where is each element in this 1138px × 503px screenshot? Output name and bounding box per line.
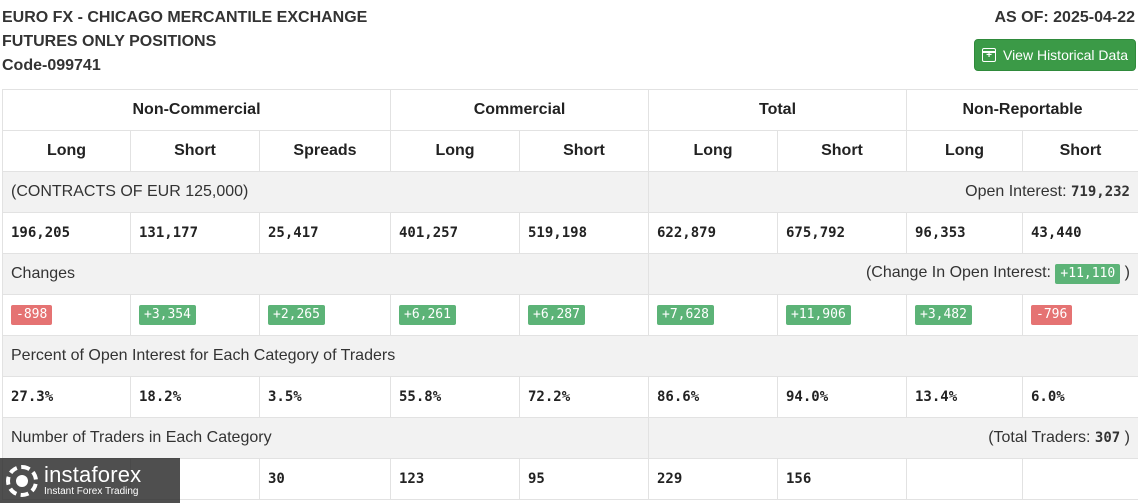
traders-cell: 123 bbox=[390, 458, 520, 500]
percent-cell: 72.2% bbox=[519, 376, 649, 418]
as-of-block: AS OF: 2025-04-22 bbox=[994, 6, 1135, 30]
report-title: EURO FX - CHICAGO MERCANTILE EXCHANGE bbox=[2, 9, 368, 26]
change-cell: +6,287 bbox=[519, 294, 649, 336]
open-interest-label: Open Interest: bbox=[965, 183, 1067, 200]
group-header-row: Non-Commercial Commercial Total Non-Repo… bbox=[2, 89, 1138, 131]
change-badge: +6,261 bbox=[399, 305, 456, 325]
change-cell: +2,265 bbox=[259, 294, 391, 336]
percent-cell: 18.2% bbox=[130, 376, 260, 418]
percent-cell: 6.0% bbox=[1022, 376, 1138, 418]
traders-label: Number of Traders in Each Category bbox=[2, 417, 649, 459]
percent-cell: 3.5% bbox=[259, 376, 391, 418]
group-non-reportable: Non-Reportable bbox=[906, 89, 1138, 131]
change-badge: +3,354 bbox=[139, 305, 196, 325]
traders-cell: 229 bbox=[648, 458, 778, 500]
watermark-tagline: Instant Forex Trading bbox=[44, 485, 139, 497]
view-historical-data-button[interactable]: View Historical Data bbox=[974, 39, 1136, 71]
change-cell: +3,354 bbox=[130, 294, 260, 336]
change-cell: -796 bbox=[1022, 294, 1138, 336]
change-badge: -898 bbox=[11, 305, 53, 325]
total-traders-value: 307 bbox=[1094, 430, 1121, 446]
col-header: Long bbox=[648, 130, 778, 172]
change-oi-label: (Change In Open Interest: bbox=[865, 264, 1051, 281]
report-subtitle: FUTURES ONLY POSITIONS bbox=[2, 33, 217, 50]
traders-cell: 95 bbox=[519, 458, 649, 500]
traders-row: 30 123 95 229 156 bbox=[2, 458, 1138, 500]
change-badge: +6,287 bbox=[528, 305, 585, 325]
percent-cell: 94.0% bbox=[777, 376, 907, 418]
change-cell: +7,628 bbox=[648, 294, 778, 336]
col-header: Long bbox=[2, 130, 131, 172]
group-commercial: Commercial bbox=[390, 89, 649, 131]
change-badge: +3,482 bbox=[915, 305, 972, 325]
percent-info-row: Percent of Open Interest for Each Catego… bbox=[2, 335, 1138, 377]
watermark-brand: instaforex bbox=[44, 461, 142, 487]
change-oi-close: ) bbox=[1124, 264, 1130, 281]
position-cell: 675,792 bbox=[777, 212, 907, 254]
instaforex-watermark: instaforex Instant Forex Trading bbox=[0, 458, 180, 503]
col-header: Short bbox=[1022, 130, 1138, 172]
traders-cell: 30 bbox=[259, 458, 391, 500]
position-cell: 43,440 bbox=[1022, 212, 1138, 254]
position-cell: 25,417 bbox=[259, 212, 391, 254]
percent-cell: 13.4% bbox=[906, 376, 1023, 418]
group-non-commercial: Non-Commercial bbox=[2, 89, 391, 131]
view-historical-data-label: View Historical Data bbox=[1002, 47, 1128, 63]
change-cell: +6,261 bbox=[390, 294, 520, 336]
traders-cell bbox=[1022, 458, 1138, 500]
position-cell: 401,257 bbox=[390, 212, 520, 254]
total-traders-label: (Total Traders: bbox=[988, 429, 1091, 446]
col-header: Long bbox=[390, 130, 520, 172]
calendar-add-icon bbox=[981, 48, 996, 62]
contracts-label: (CONTRACTS OF EUR 125,000) bbox=[2, 171, 649, 213]
percent-label: Percent of Open Interest for Each Catego… bbox=[2, 335, 1138, 377]
percent-cell: 27.3% bbox=[2, 376, 131, 418]
col-header: Long bbox=[906, 130, 1023, 172]
change-badge: +7,628 bbox=[657, 305, 714, 325]
total-traders-close: ) bbox=[1124, 429, 1130, 446]
report-header: EURO FX - CHICAGO MERCANTILE EXCHANGE FU… bbox=[2, 6, 367, 78]
group-total: Total bbox=[648, 89, 907, 131]
change-cell: +3,482 bbox=[906, 294, 1023, 336]
traders-cell: 156 bbox=[777, 458, 907, 500]
changes-label: Changes bbox=[2, 253, 649, 295]
column-header-row: Long Short Spreads Long Short Long Short… bbox=[2, 130, 1138, 172]
position-cell: 622,879 bbox=[648, 212, 778, 254]
col-header: Short bbox=[130, 130, 260, 172]
changes-row: -898 +3,354 +2,265 +6,261 +6,287 +7,628 … bbox=[2, 294, 1138, 336]
positions-row: 196,205 131,177 25,417 401,257 519,198 6… bbox=[2, 212, 1138, 254]
report-code: Code-099741 bbox=[2, 57, 101, 74]
open-interest-cell: Open Interest: 719,232 bbox=[648, 171, 1138, 213]
open-interest-value: 719,232 bbox=[1070, 184, 1130, 200]
traders-cell bbox=[906, 458, 1023, 500]
change-open-interest-cell: (Change In Open Interest: +11,110 ) bbox=[648, 253, 1138, 295]
instaforex-logo-icon bbox=[6, 464, 38, 497]
position-cell: 519,198 bbox=[519, 212, 649, 254]
percent-cell: 55.8% bbox=[390, 376, 520, 418]
position-cell: 196,205 bbox=[2, 212, 131, 254]
as-of-date: AS OF: 2025-04-22 bbox=[994, 9, 1135, 26]
change-oi-badge: +11,110 bbox=[1055, 264, 1121, 284]
position-cell: 131,177 bbox=[130, 212, 260, 254]
change-badge: -796 bbox=[1031, 305, 1073, 325]
cot-table: Non-Commercial Commercial Total Non-Repo… bbox=[2, 89, 1138, 500]
col-header: Short bbox=[519, 130, 649, 172]
percent-row: 27.3% 18.2% 3.5% 55.8% 72.2% 86.6% 94.0%… bbox=[2, 376, 1138, 418]
contracts-info-row: (CONTRACTS OF EUR 125,000) Open Interest… bbox=[2, 171, 1138, 213]
change-cell: -898 bbox=[2, 294, 131, 336]
position-cell: 96,353 bbox=[906, 212, 1023, 254]
changes-info-row: Changes (Change In Open Interest: +11,11… bbox=[2, 253, 1138, 295]
change-badge: +2,265 bbox=[268, 305, 325, 325]
col-header: Spreads bbox=[259, 130, 391, 172]
col-header: Short bbox=[777, 130, 907, 172]
change-badge: +11,906 bbox=[786, 305, 851, 325]
change-cell: +11,906 bbox=[777, 294, 907, 336]
traders-info-row: Number of Traders in Each Category (Tota… bbox=[2, 417, 1138, 459]
total-traders-cell: (Total Traders: 307 ) bbox=[648, 417, 1138, 459]
percent-cell: 86.6% bbox=[648, 376, 778, 418]
